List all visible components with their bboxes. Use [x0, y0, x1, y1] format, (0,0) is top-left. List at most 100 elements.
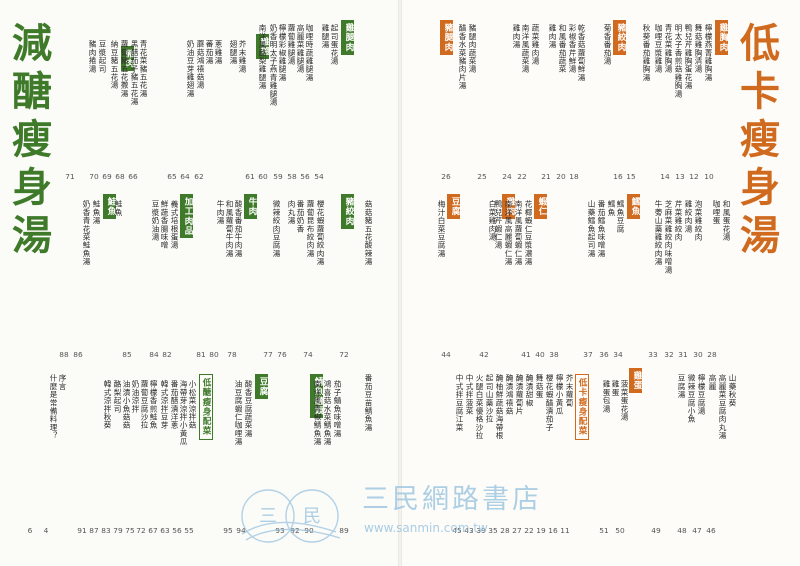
recipe-entry[interactable]: 豆漿奶油湯: [151, 200, 160, 241]
recipe-entry[interactable]: 和風番茄蔬菜: [558, 24, 567, 74]
recipe-entry[interactable]: 鱈魚豆腐: [616, 200, 625, 233]
recipe-entry[interactable]: 牛肉湯: [216, 200, 225, 225]
recipe-entry[interactable]: 醃柚鮮蔬菇海帶根: [495, 374, 504, 440]
recipe-entry[interactable]: 鮭魚湯: [92, 200, 101, 225]
recipe-entry[interactable]: 菠菜蛋花湯: [620, 380, 629, 421]
recipe-entry[interactable]: 奶油豆芽雞翅湯: [186, 40, 195, 98]
recipe-entry[interactable]: 芥末蘿蔔: [565, 374, 574, 407]
recipe-entry[interactable]: 微辣豆腐小魚: [687, 374, 696, 424]
recipe-entry[interactable]: 和風蘿蔔牛肉湯: [225, 200, 234, 258]
recipe-entry[interactable]: 舞菇雞胸清湯: [694, 24, 703, 74]
recipe-entry[interactable]: 山藥秋葵: [728, 374, 737, 407]
recipe-entry[interactable]: 青花菜雞胸湯: [664, 24, 673, 74]
recipe-entry[interactable]: 鮮蔬香腸味噌: [160, 200, 169, 250]
recipe-entry[interactable]: 芹菜雞絞肉: [674, 200, 683, 241]
recipe-entry[interactable]: 蔥雞湯: [214, 40, 223, 65]
recipe-entry[interactable]: 菊香番茄湯: [603, 24, 612, 65]
recipe-entry[interactable]: 菇菇豬五花酸辣湯: [364, 200, 373, 266]
recipe-entry[interactable]: 什麼是常備料理？: [49, 374, 58, 440]
recipe-entry[interactable]: 蔬菜雞肉湯: [531, 24, 540, 65]
recipe-entry[interactable]: 檸檬豆腐湯: [697, 374, 706, 415]
recipe-entry[interactable]: 鴨兒芹雞胸蛋花湯: [684, 24, 693, 90]
recipe-entry[interactable]: 海帶芽涼拌小黃瓜: [179, 380, 188, 446]
recipe-entry[interactable]: 火腿白菜優格沙拉: [475, 374, 484, 440]
recipe-entry[interactable]: 蘑菇鴻禧菇湯: [196, 40, 205, 90]
recipe-entry[interactable]: 蕃茄湯: [205, 40, 214, 65]
recipe-entry[interactable]: 泡菜雞絞肉: [694, 200, 703, 241]
recipe-entry[interactable]: 南洋風酪梨雞腿湯: [258, 24, 267, 90]
recipe-entry[interactable]: 油漬小魚菇菇: [122, 380, 131, 430]
recipe-entry[interactable]: 微辣絞肉豆腐湯: [272, 200, 281, 258]
recipe-entry[interactable]: 高麗菜雞腿湯: [296, 24, 305, 74]
recipe-entry[interactable]: 檸檬彩椒雞腿湯: [278, 24, 287, 82]
recipe-entry[interactable]: 雞蛋包湯: [602, 380, 611, 413]
recipe-entry[interactable]: 山藥鱈魚起司湯: [587, 200, 596, 258]
recipe-entry[interactable]: 梅汁白菜豆腐湯: [437, 200, 446, 258]
recipe-entry[interactable]: 櫻花蝦醋漬茄子: [545, 374, 554, 432]
recipe-entry[interactable]: 黑醋茄子豬五花湯: [130, 40, 139, 106]
recipe-entry[interactable]: 蘿蔔豆腐沙拉: [140, 380, 149, 430]
recipe-entry[interactable]: 南洋風高麗蝦仁湯: [504, 200, 513, 266]
recipe-entry[interactable]: 中式拌豆腐江菜: [455, 374, 464, 432]
recipe-entry[interactable]: 蘿蔔昆布絞肉湯: [306, 200, 315, 258]
recipe-entry[interactable]: 醋香水菜豬肉片湯: [458, 24, 467, 90]
recipe-entry[interactable]: 檸檬小黃瓜: [555, 374, 564, 415]
recipe-entry[interactable]: 櫻花蝦蘿蔔絞肉湯: [316, 200, 325, 266]
recipe-entry[interactable]: 酪梨起司: [113, 380, 122, 413]
recipe-entry[interactable]: 油豆腐蝦仁咖哩湯: [234, 380, 243, 446]
recipe-entry[interactable]: 奶油涼拌: [131, 380, 140, 413]
recipe-entry[interactable]: 翅腿湯: [229, 40, 238, 65]
recipe-entry[interactable]: 酸香番茄牛肉湯: [234, 200, 243, 258]
recipe-entry[interactable]: 南洋風蔬菜湯: [521, 24, 530, 74]
recipe-entry[interactable]: 茄子鯖魚味噌湯: [333, 380, 342, 438]
recipe-entry[interactable]: 鮭魚: [114, 200, 123, 217]
recipe-entry[interactable]: 奶香明太子燕青雞腿湯: [269, 24, 278, 106]
recipe-entry[interactable]: 南洋風青椒鯖魚湯: [313, 380, 322, 446]
recipe-entry[interactable]: 番茄鱈魚味噌湯: [597, 200, 606, 258]
recipe-entry[interactable]: 白菜雞肉湯: [488, 200, 497, 241]
recipe-entry[interactable]: 納豆豬五花湯: [110, 40, 119, 90]
recipe-entry[interactable]: 咖哩豆漿雞湯: [654, 24, 663, 74]
recipe-entry[interactable]: 鴻喜菇水菜鯖魚湯: [323, 380, 332, 446]
recipe-entry[interactable]: 乾香菇蘿蔔鮮湯: [577, 24, 586, 82]
recipe-entry[interactable]: 鴨兒芹蝦仁湯: [494, 200, 503, 250]
recipe-entry[interactable]: 高麗菜豆腐肉丸湯: [718, 374, 727, 440]
recipe-entry[interactable]: 檸檬香煎鮭魚: [149, 380, 158, 430]
recipe-entry[interactable]: 番茄豆苗鯖魚湯: [364, 374, 373, 432]
recipe-entry[interactable]: 韓式涼拌秋葵: [103, 380, 112, 430]
recipe-entry[interactable]: 雞肉湯: [548, 24, 557, 49]
recipe-entry[interactable]: 蘿蔔雞腿湯: [287, 24, 296, 65]
recipe-entry[interactable]: 高麗: [708, 374, 717, 391]
recipe-entry[interactable]: 蘿蔔豬五花撒湯: [120, 40, 129, 98]
recipe-entry[interactable]: 番茄醋漬洋蔥: [170, 380, 179, 430]
recipe-entry[interactable]: 咖哩蛋: [712, 200, 721, 225]
recipe-entry[interactable]: 醃漬蘿蔔片: [515, 374, 524, 415]
recipe-entry[interactable]: 奶香青花菜鮭魚湯: [82, 200, 91, 266]
recipe-entry[interactable]: 肉丸湯: [287, 200, 296, 225]
recipe-entry[interactable]: 花椰蝦仁豆漿濃湯: [524, 200, 533, 266]
recipe-entry[interactable]: 酸香豆腐蔬菜湯: [244, 380, 253, 438]
recipe-entry[interactable]: 起司山藥沙拉: [485, 374, 494, 424]
recipe-entry[interactable]: 序言: [58, 374, 67, 391]
recipe-entry[interactable]: 芝麻菜雞絞肉味噌湯: [664, 200, 673, 274]
recipe-entry[interactable]: 和風蛋花湯: [722, 200, 731, 241]
recipe-entry[interactable]: 醃漬甜椒: [525, 374, 534, 407]
recipe-entry[interactable]: 南洋風蘿蔔蝦仁湯: [514, 200, 523, 266]
recipe-entry[interactable]: 番茄奶香: [296, 200, 305, 233]
recipe-entry[interactable]: 芥末雞湯: [238, 40, 247, 73]
recipe-entry[interactable]: 明太子香煎菇雞胸湯: [674, 24, 683, 98]
recipe-entry[interactable]: 雞蛋: [611, 380, 620, 397]
recipe-entry[interactable]: 彩椒香芹鮮湯: [568, 24, 577, 74]
recipe-entry[interactable]: 中式拌菠菜: [465, 374, 474, 415]
recipe-entry[interactable]: 豬腿肉蔬菜湯: [468, 24, 477, 74]
recipe-entry[interactable]: 舞菇蛋: [535, 374, 544, 399]
recipe-entry[interactable]: 雞絞肉湯: [684, 200, 693, 233]
recipe-entry[interactable]: 義式培根蛋湯: [170, 200, 179, 250]
recipe-entry[interactable]: 秋葵番茄雞胸湯: [642, 24, 651, 82]
recipe-entry[interactable]: 豬肉捲湯: [88, 40, 97, 73]
recipe-entry[interactable]: 豆腐湯: [677, 374, 686, 399]
recipe-entry[interactable]: 檸檬燕菁雞胸湯: [704, 24, 713, 82]
recipe-entry[interactable]: 咖哩時蔬雞腿湯: [305, 24, 314, 82]
recipe-entry[interactable]: 小松菜涼拌菇: [188, 380, 197, 430]
recipe-entry[interactable]: 豆漿起司: [98, 40, 107, 73]
